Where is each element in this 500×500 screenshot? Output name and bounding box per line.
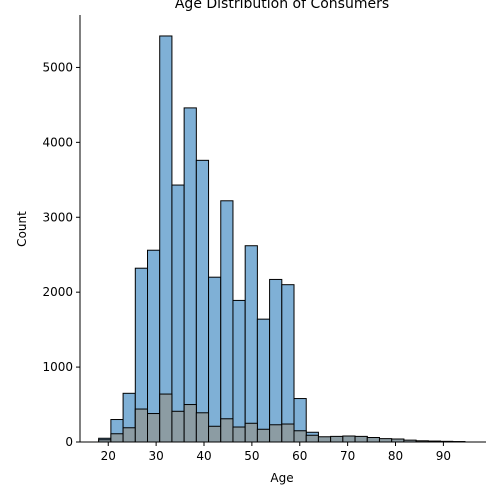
histogram-bar-series-2-bin-4 — [134, 408, 149, 443]
y-tick-label-0: 0 — [65, 435, 73, 449]
x-tick-label-20: 20 — [101, 449, 116, 463]
histogram-bar-series-2-bin-22 — [354, 435, 368, 443]
x-tick-label-40: 40 — [196, 449, 211, 463]
x-axis-label: Age — [270, 471, 293, 485]
histogram-bar-series-2-bin-6 — [159, 393, 173, 443]
histogram-bar-series-2-bin-14 — [256, 428, 271, 443]
x-tick-label-90: 90 — [436, 449, 451, 463]
histogram-bar-series-2-bin-19 — [317, 436, 332, 443]
histogram-bar-series-2-bin-11 — [220, 418, 234, 443]
histogram-bar-series-2-bin-9 — [195, 412, 210, 443]
histogram-bar-series-2-bin-3 — [122, 427, 136, 443]
histogram-bar-series-1-bin-14 — [256, 318, 271, 443]
histogram-bar-series-2-bin-5 — [147, 413, 161, 443]
histogram-bar-series-2-bin-8 — [183, 404, 197, 443]
y-tick-label-1000: 1000 — [42, 360, 73, 374]
histogram-bar-series-2-bin-2 — [110, 433, 124, 443]
y-tick-label-2000: 2000 — [42, 285, 73, 299]
histogram-bar-series-2-bin-7 — [171, 410, 185, 443]
bars-group — [98, 35, 466, 443]
histogram-bar-series-2-bin-16 — [281, 423, 295, 443]
histogram-bar-series-1-bin-16 — [281, 284, 295, 443]
histogram-bar-series-2-bin-18 — [305, 434, 319, 443]
histogram-bar-series-2-bin-21 — [342, 435, 356, 443]
histogram-bar-series-2-bin-17 — [293, 430, 307, 443]
histogram-bar-series-1-bin-10 — [208, 276, 222, 443]
histogram-bar-series-1-bin-6 — [159, 35, 173, 443]
y-tick-label-5000: 5000 — [42, 60, 73, 74]
x-tick-label-50: 50 — [244, 449, 259, 463]
x-tick-label-70: 70 — [340, 449, 355, 463]
histogram-bar-series-2-bin-15 — [269, 424, 283, 443]
histogram-bar-series-1-bin-13 — [244, 245, 258, 443]
histogram-bar-series-2-bin-13 — [244, 422, 258, 443]
x-tick-label-80: 80 — [388, 449, 403, 463]
x-tick-label-60: 60 — [292, 449, 307, 463]
histogram-bar-series-2-bin-10 — [208, 425, 222, 443]
histogram-bar-series-2-bin-20 — [330, 435, 344, 443]
histogram-bar-series-2-bin-23 — [366, 437, 380, 443]
histogram-bar-series-1-bin-8 — [183, 107, 197, 443]
histogram-bar-series-1-bin-12 — [232, 299, 246, 443]
histogram-bar-series-2-bin-12 — [232, 426, 246, 443]
y-axis-label: Count — [15, 211, 29, 247]
y-tick-label-3000: 3000 — [42, 210, 73, 224]
histogram-bar-series-1-bin-15 — [269, 278, 283, 443]
histogram-bar-series-1-bin-9 — [195, 159, 210, 443]
histogram-bar-series-1-bin-7 — [171, 184, 185, 443]
axes-group: 20 30 40 50 60 70 80 90 0 1000 2000 3000 4000 5000 — [42, 15, 486, 463]
histogram-bar-series-2-bin-24 — [378, 438, 393, 443]
y-tick-label-4000: 4000 — [42, 135, 73, 149]
chart-title: Age Distribution of Consumers — [175, 0, 389, 12]
x-tick-label-30: 30 — [148, 449, 163, 463]
histogram-bar-series-1-bin-11 — [220, 200, 234, 443]
